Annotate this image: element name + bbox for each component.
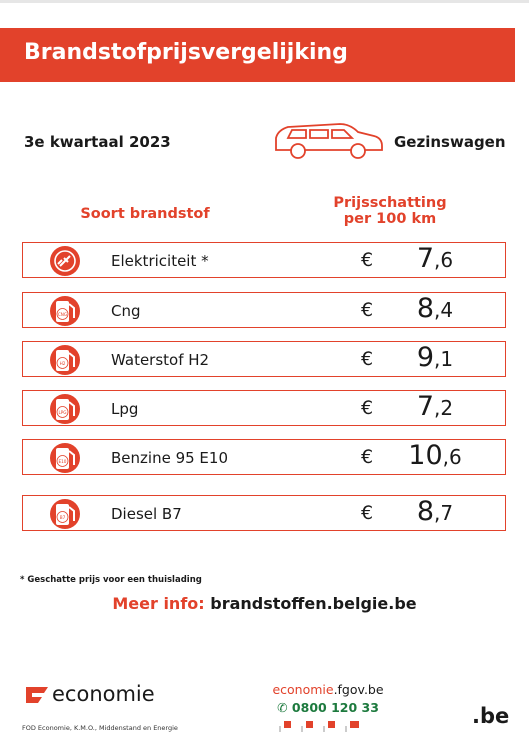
row: CNG Cng €8,4: [22, 292, 506, 328]
fuel-icon: [50, 246, 80, 276]
phone: ✆ 0800 120 33: [277, 700, 379, 715]
logo-text: economie: [52, 682, 155, 706]
fuel-name: Waterstof H2: [111, 351, 210, 369]
price-whole: 7: [416, 243, 435, 274]
site[interactable]: economie.fgov.be: [262, 682, 394, 697]
logo-mark: [26, 687, 48, 703]
fuel-icon: CNG: [50, 296, 80, 326]
price: 7,2: [395, 391, 475, 422]
col-price-line: per 100 km: [343, 211, 437, 227]
plug: [57, 255, 71, 267]
badge: LPG: [58, 410, 66, 415]
fuel-name: Elektriciteit *: [111, 252, 209, 270]
social-icons: [279, 721, 359, 732]
price: 8,7: [395, 496, 475, 527]
fuel-icon: B7: [50, 499, 80, 529]
more-info-label: Meer info:: [112, 594, 205, 613]
row: Elektriciteit * €7,6: [22, 242, 506, 278]
price-whole: 9: [416, 342, 435, 373]
price-whole: 7: [416, 391, 435, 422]
fuel-name: Diesel B7: [111, 505, 182, 523]
price-decimal: ,2: [434, 396, 454, 420]
price: 8,4: [395, 293, 475, 324]
price: 9,1: [395, 342, 475, 373]
row: E10 Benzine 95 E10 €10,6: [22, 439, 506, 475]
price-decimal: ,1: [434, 347, 454, 371]
pump-hose: [68, 506, 75, 521]
footnote: * Geschatte prijs voor een thuislading: [20, 575, 202, 585]
phone-number: 0800 120 33: [291, 700, 379, 715]
price-whole: 8: [416, 293, 435, 324]
currency: €: [361, 397, 374, 419]
more-info: Meer info: brandstoffen.belgie.be: [0, 594, 529, 613]
badge-circle: [56, 308, 69, 320]
banner: [0, 28, 515, 82]
price-decimal: ,6: [442, 445, 462, 469]
car-icon: [275, 123, 383, 159]
fuel-icon: LPG: [50, 394, 80, 424]
col-price-line: Prijsschatting: [333, 195, 447, 211]
price-whole: 10: [408, 440, 443, 471]
badge-circle: [56, 406, 69, 418]
badge: H2: [60, 361, 66, 366]
fuel-name: Benzine 95 E10: [111, 449, 228, 467]
site-suffix: .fgov.be: [333, 682, 384, 697]
row: LPG Lpg €7,2: [22, 390, 506, 426]
pump-hose: [68, 352, 75, 367]
badge-circle: [56, 455, 69, 467]
fuel-name: Lpg: [111, 400, 139, 418]
currency: €: [361, 502, 374, 524]
title: Brandstofprijsvergelijking: [24, 40, 348, 65]
price-whole: 8: [416, 496, 435, 527]
badge-circle: [56, 357, 69, 369]
currency: €: [361, 249, 374, 271]
currency: €: [361, 446, 374, 468]
row: B7 Diesel B7 €8,7: [22, 495, 506, 531]
more-info-url[interactable]: brandstoffen.belgie.be: [210, 594, 417, 613]
pump-hose: [68, 401, 75, 416]
currency: €: [361, 348, 374, 370]
col-price: Prijsschatting per 100 km: [320, 195, 460, 227]
price: 10,6: [395, 440, 475, 471]
badge-circle: [56, 511, 69, 523]
vehicle: Gezinswagen: [394, 133, 506, 151]
row: H2 Waterstof H2 €9,1: [22, 341, 506, 377]
top-line: [0, 0, 529, 3]
price-decimal: ,6: [434, 248, 454, 272]
price-decimal: ,7: [434, 501, 454, 525]
price-decimal: ,4: [434, 298, 454, 322]
price: 7,6: [395, 243, 475, 274]
fuel-icon: E10: [50, 443, 80, 473]
pump-hose: [68, 303, 75, 318]
badge: CNG: [58, 312, 67, 317]
fuel-icon: H2: [50, 345, 80, 375]
fuel-name: Cng: [111, 302, 141, 320]
site-prefix: economie: [272, 682, 334, 697]
icon-ring: [54, 250, 76, 272]
pump-hose: [68, 450, 75, 465]
currency: €: [361, 299, 374, 321]
be-logo: .be: [472, 704, 510, 728]
badge: E10: [59, 459, 67, 464]
badge: B7: [60, 515, 66, 520]
col-fuel: Soort brandstof: [80, 206, 210, 222]
period: 3e kwartaal 2023: [24, 133, 171, 151]
org: FOD Economie, K.M.O., Middenstand en Ene…: [22, 724, 178, 732]
